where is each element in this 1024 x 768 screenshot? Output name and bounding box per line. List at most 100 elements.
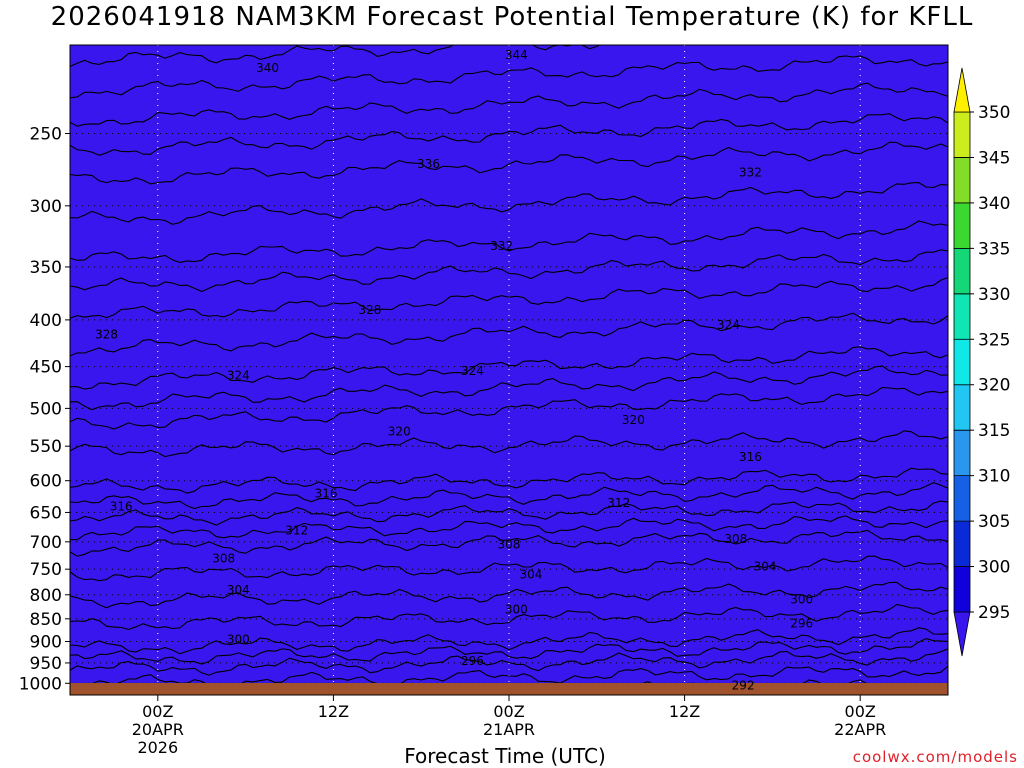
contour-label-4: 332 — [739, 166, 762, 180]
contour-label-12: 316 — [739, 450, 762, 464]
contour-label-1: 340 — [256, 61, 279, 75]
contour-322 — [70, 365, 948, 411]
contour-316 — [70, 467, 948, 494]
colorbar-label-335: 335 — [978, 239, 1010, 259]
y-tick-label-1000: 1000 — [19, 674, 62, 694]
contour-label-25: 300 — [227, 632, 250, 646]
colorbar-label-325: 325 — [978, 330, 1010, 350]
colorbar-label-350: 350 — [978, 103, 1010, 123]
contour-296 — [70, 648, 948, 676]
colorbar-bin-315 — [953, 384, 971, 431]
y-tick-label-250: 250 — [30, 124, 62, 144]
colorbar-label-345: 345 — [978, 148, 1010, 168]
contour-label-24: 300 — [790, 593, 813, 607]
contour-328 — [70, 276, 948, 319]
y-tick-label-950: 950 — [30, 654, 62, 674]
colorbar-bin-345 — [953, 111, 971, 158]
y-tick-label-800: 800 — [30, 586, 62, 606]
x-tick-label-4-0: 00Z — [845, 702, 876, 721]
contour-332 — [70, 220, 948, 263]
colorbar-label-315: 315 — [978, 421, 1010, 441]
contour-label-2: 336 — [417, 157, 440, 171]
contour-label-26: 296 — [461, 654, 484, 668]
colorbar-bin-290 — [953, 611, 971, 657]
contour-label-20: 304 — [519, 567, 542, 581]
contour-label-10: 320 — [388, 424, 411, 438]
contour-342 — [70, 55, 948, 99]
contour-306 — [70, 555, 948, 582]
colorbar-bin-300 — [953, 520, 971, 567]
colorbar-bin-330 — [953, 247, 971, 295]
colorbar-bin-305 — [953, 475, 971, 522]
contour-label-22: 304 — [227, 583, 250, 597]
x-tick-label-3-0: 12Z — [669, 702, 700, 721]
y-tick-label-600: 600 — [30, 472, 62, 492]
contour-label-21: 304 — [754, 560, 777, 574]
colorbar-label-305: 305 — [978, 512, 1010, 532]
contour-label-5: 328 — [359, 303, 382, 317]
contour-330 — [70, 249, 948, 293]
x-tick-label-0-2: 2026 — [137, 738, 178, 757]
y-tick-label-450: 450 — [30, 358, 62, 378]
contour-308 — [70, 529, 948, 557]
contour-label-15: 312 — [607, 496, 630, 510]
y-tick-label-750: 750 — [30, 560, 62, 580]
contour-326 — [70, 312, 948, 357]
contour-label-0: 344 — [505, 48, 528, 62]
y-tick-label-850: 850 — [30, 610, 62, 630]
contour-label-19: 308 — [212, 551, 235, 565]
colorbar-bin-295 — [953, 566, 971, 613]
x-tick-label-1-0: 12Z — [318, 702, 349, 721]
colorbar-bin-350 — [953, 67, 971, 113]
contour-320 — [70, 386, 948, 430]
contour-344 — [70, 45, 601, 67]
contour-334 — [70, 182, 948, 225]
contour-labels: 344 340 336 332 332 328 328 324 324 324 320 320 316 3… — [95, 48, 813, 692]
contour-336 — [70, 141, 948, 185]
contour-340 — [70, 82, 948, 127]
contour-label-13: 316 — [315, 487, 338, 501]
contour-label-8: 324 — [461, 364, 484, 378]
contour-318 — [70, 430, 948, 458]
band-345-350 — [70, 0, 948, 44]
contour-label-23: 300 — [505, 602, 528, 616]
contour-312 — [70, 500, 948, 526]
y-tick-label-650: 650 — [30, 503, 62, 523]
y-tick-label-350: 350 — [30, 258, 62, 278]
contour-338 — [70, 113, 948, 156]
contour-label-11: 320 — [622, 413, 645, 427]
contour-300 — [70, 627, 948, 655]
ground-surface — [70, 683, 948, 695]
colorbar-bin-320 — [953, 338, 971, 386]
contour-310 — [70, 515, 948, 541]
colorbar-label-340: 340 — [978, 194, 1010, 214]
contour-label-14: 316 — [110, 499, 133, 513]
contour-label-27: 296 — [790, 616, 813, 630]
colorbar: 295 300 305 310 315 320 325 330 335 340 345 350 — [953, 67, 1010, 657]
colorbar-label-295: 295 — [978, 603, 1010, 623]
colorbar-bin-335 — [953, 202, 971, 249]
colorbar-label-320: 320 — [978, 376, 1010, 396]
y-tick-label-700: 700 — [30, 533, 62, 553]
credit-text: coolwx.com/models — [852, 748, 1018, 766]
contour-label-28: 292 — [732, 678, 755, 692]
contour-label-18: 308 — [724, 532, 747, 546]
colorbar-bin-310 — [953, 429, 971, 477]
contour-label-16: 312 — [285, 523, 308, 537]
y-tick-label-400: 400 — [30, 311, 62, 331]
x-tick-label-2-0: 00Z — [493, 702, 524, 721]
contour-label-3: 332 — [490, 239, 513, 253]
colorbar-bin-325 — [953, 293, 971, 340]
contour-label-17: 308 — [498, 538, 521, 552]
contour-314 — [70, 482, 948, 510]
contour-298 — [70, 638, 948, 665]
colorbar-bin-340 — [953, 157, 971, 204]
colorbar-label-300: 300 — [978, 558, 1010, 578]
x-tick-label-4-1: 22APR — [834, 720, 886, 739]
x-axis-label: Forecast Time (UTC) — [404, 744, 606, 768]
y-tick-label-300: 300 — [30, 197, 62, 217]
contour-302 — [70, 604, 948, 630]
